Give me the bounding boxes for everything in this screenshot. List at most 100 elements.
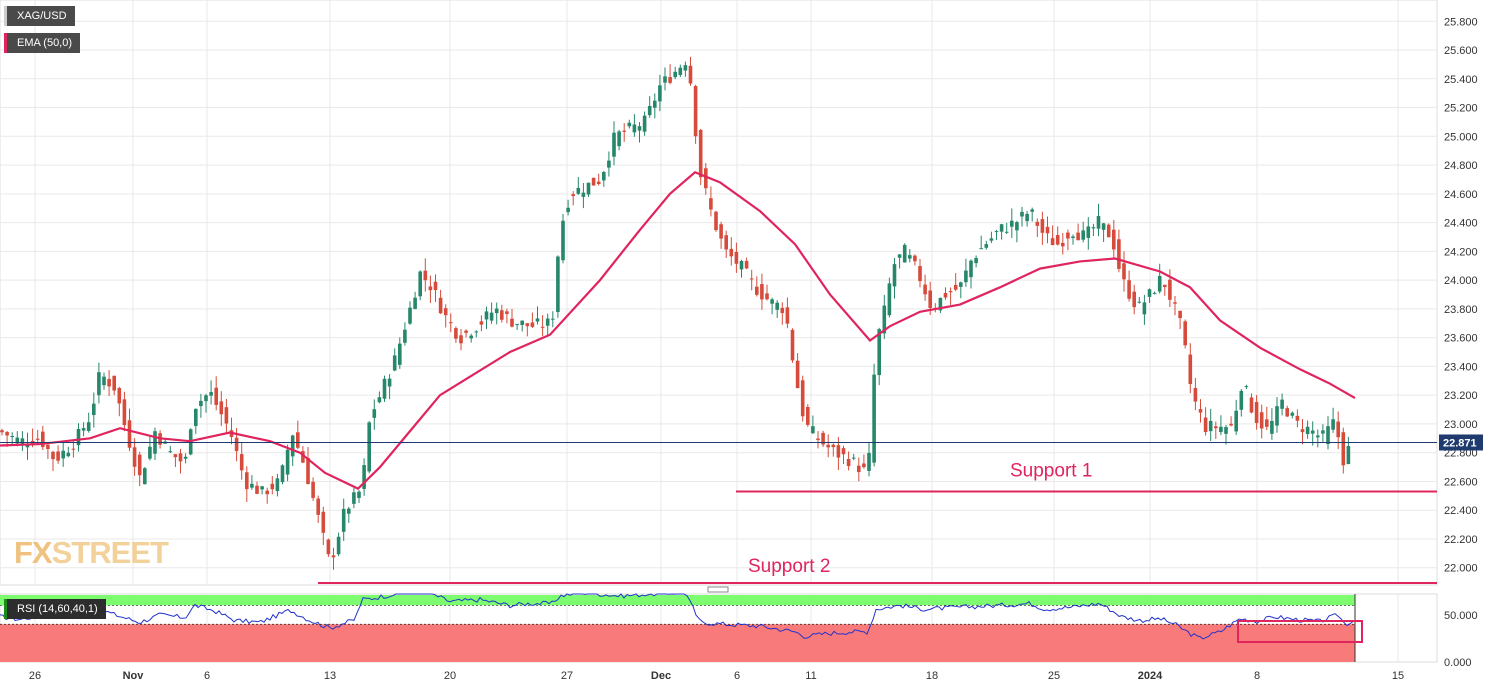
candle-body: [928, 290, 932, 308]
candle-body: [923, 284, 927, 295]
candle-body: [882, 305, 887, 334]
y-tick-label: 22.400: [1444, 505, 1478, 517]
x-tick-label: 27: [561, 670, 573, 682]
rsi-overbought-zone: [0, 595, 1355, 606]
candle-body: [474, 331, 479, 333]
candle-body: [321, 511, 326, 533]
candle-body: [1147, 289, 1152, 297]
candle-body: [484, 311, 489, 320]
candle-body: [749, 278, 754, 280]
x-tick-label: 26: [29, 670, 41, 682]
candle-body: [1193, 387, 1198, 402]
candle-body: [1270, 420, 1274, 434]
candle-body: [1321, 430, 1325, 434]
last-price-label: 22.871: [1443, 437, 1477, 449]
candle-body: [760, 284, 764, 300]
candle-body: [122, 399, 127, 426]
candle-body: [867, 452, 871, 471]
rsi-series-line: [0, 593, 1354, 640]
candle-body: [1142, 302, 1147, 315]
panel-resize-handle: [707, 586, 729, 593]
candle-body: [443, 308, 448, 316]
candle-body: [362, 465, 366, 489]
y-tick-label: 22.200: [1444, 534, 1478, 546]
candle-body: [1229, 423, 1233, 426]
candle-body: [1331, 419, 1335, 430]
candle-body: [1178, 310, 1182, 319]
candle-body: [377, 397, 382, 403]
candle-body: [1214, 426, 1218, 429]
candle-body: [1198, 409, 1203, 413]
candle-body: [1127, 280, 1131, 299]
candle-body: [285, 449, 290, 475]
candle-body: [862, 463, 866, 468]
candle-body: [545, 318, 550, 326]
candle-body: [418, 271, 422, 297]
candle-body: [459, 335, 463, 344]
candle-body: [1239, 390, 1244, 410]
candle-body: [1341, 432, 1346, 466]
candle-body: [341, 508, 346, 532]
candle-body: [265, 490, 269, 495]
candle-body: [1346, 446, 1351, 465]
candle-body: [204, 395, 208, 402]
candle-body: [617, 131, 621, 147]
candle-body: [1219, 426, 1223, 433]
symbol-badge[interactable]: XAG/USD: [4, 6, 75, 26]
candle-body: [658, 85, 662, 102]
candle-body: [724, 235, 728, 250]
candle-body: [403, 329, 407, 343]
y-tick-label: 24.000: [1444, 275, 1478, 287]
candle-body: [744, 260, 749, 269]
candle-body: [398, 343, 402, 365]
candle-body: [336, 536, 341, 555]
y-tick-label: 25.000: [1444, 131, 1478, 143]
candle-body: [1275, 406, 1279, 426]
candle-body: [1132, 291, 1136, 308]
candle-body: [1183, 321, 1187, 346]
candle-body: [489, 312, 494, 321]
candle-body: [1316, 435, 1320, 438]
candle-body: [250, 483, 254, 488]
candle-body: [602, 172, 606, 181]
candle-body: [239, 454, 244, 471]
candle-body: [1254, 401, 1259, 424]
candle-body: [591, 177, 596, 186]
candle-body: [1137, 301, 1142, 303]
x-tick-label: 18: [926, 670, 938, 682]
candle-body: [622, 130, 626, 132]
candle-body: [938, 297, 943, 311]
candle-body: [107, 378, 111, 387]
ema-badge[interactable]: EMA (50,0): [4, 33, 81, 53]
candle-body: [668, 77, 672, 83]
rsi-highlight-box: [1237, 620, 1363, 643]
ema-line: [0, 170, 1437, 490]
candle-body: [739, 261, 744, 270]
candle-body: [663, 76, 667, 83]
candle-body: [953, 284, 958, 290]
candle-body: [525, 323, 530, 327]
candle-body: [688, 65, 693, 84]
candle-body: [637, 126, 642, 131]
candle-body: [25, 444, 30, 448]
support-lines: Support 1 Support 2: [318, 461, 1437, 584]
candle-body: [127, 420, 132, 448]
candle-body: [1336, 421, 1340, 438]
candle-body: [959, 282, 963, 287]
rsi-tick-label: 0.000: [1444, 657, 1472, 669]
candle-body: [1020, 211, 1024, 217]
rsi-badge[interactable]: RSI (14,60,40,1): [4, 599, 106, 619]
candle-body: [143, 468, 147, 485]
candle-body: [729, 248, 734, 257]
candle-body: [97, 372, 101, 396]
candle-body: [86, 422, 91, 431]
candle-body: [989, 238, 994, 241]
logo-street: STREET: [51, 535, 169, 570]
candle-body: [20, 438, 25, 445]
candle-body: [576, 187, 581, 194]
candle-body: [908, 255, 912, 259]
candle-body: [1076, 232, 1080, 241]
x-tick-label: 8: [1254, 670, 1260, 682]
candle-body: [540, 326, 545, 328]
